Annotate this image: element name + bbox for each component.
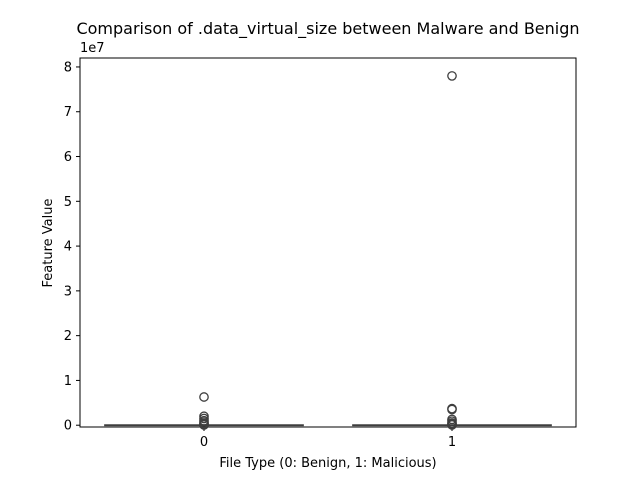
plot-frame: [79, 57, 577, 428]
y-tick-label: 6: [64, 150, 72, 165]
y-offset-label: 1e7: [80, 41, 105, 56]
outlier-point: [447, 404, 457, 415]
y-tick-label: 5: [64, 195, 72, 210]
x-axis-label: File Type (0: Benign, 1: Malicious): [219, 456, 436, 471]
y-tick-label: 4: [64, 240, 72, 255]
y-tick-label: 7: [64, 105, 72, 120]
y-tick-label: 0: [64, 419, 72, 434]
y-tick-label: 3: [64, 284, 72, 299]
outlier-point: [199, 392, 209, 402]
outlier-point: [199, 420, 209, 430]
y-tick-label: 1: [64, 374, 72, 389]
x-tick-label: 0: [200, 435, 208, 450]
outlier-point: [447, 420, 457, 430]
y-tick-label: 2: [64, 329, 72, 344]
plot-area: 0 1 2 3 4 5 6 7 8 0 1: [64, 57, 577, 450]
y-axis-label: Feature Value: [41, 199, 56, 288]
chart-title: Comparison of .data_virtual_size between…: [76, 19, 579, 39]
outlier-point: [447, 71, 457, 81]
y-tick-label: 8: [64, 60, 72, 75]
x-tick-label: 1: [448, 435, 456, 450]
